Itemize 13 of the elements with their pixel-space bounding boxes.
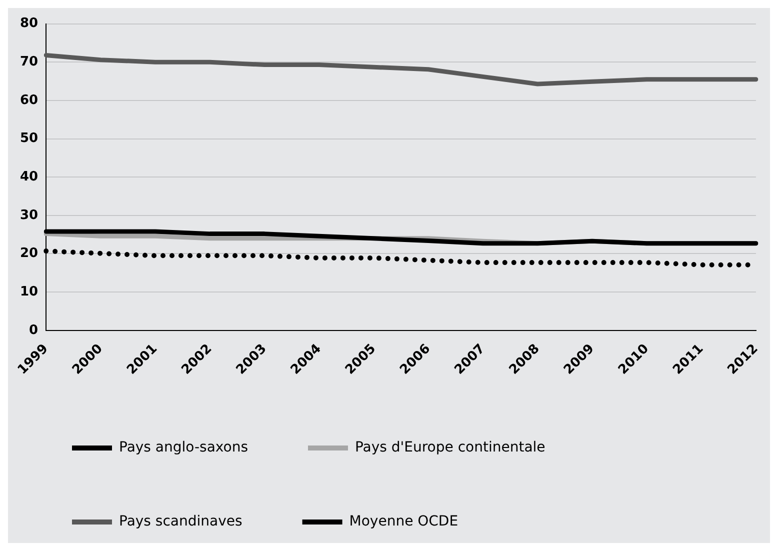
y-tick-label: 50 [20,131,38,146]
y-tick-label: 0 [29,322,38,338]
legend-label: Moyenne OCDE [349,514,458,530]
legend-label: Pays anglo-saxons [119,440,248,456]
legend-label: Pays scandinaves [119,514,242,530]
y-tick-label: 30 [20,208,38,223]
legend-label: Pays d'Europe continentale [354,440,546,456]
y-tick-label: 60 [20,92,38,108]
y-tick-label: 70 [20,54,38,70]
y-tick-label: 80 [20,16,38,32]
y-tick-label: 10 [20,284,38,300]
y-tick-label: 20 [20,246,38,262]
y-tick-label: 40 [20,169,38,184]
